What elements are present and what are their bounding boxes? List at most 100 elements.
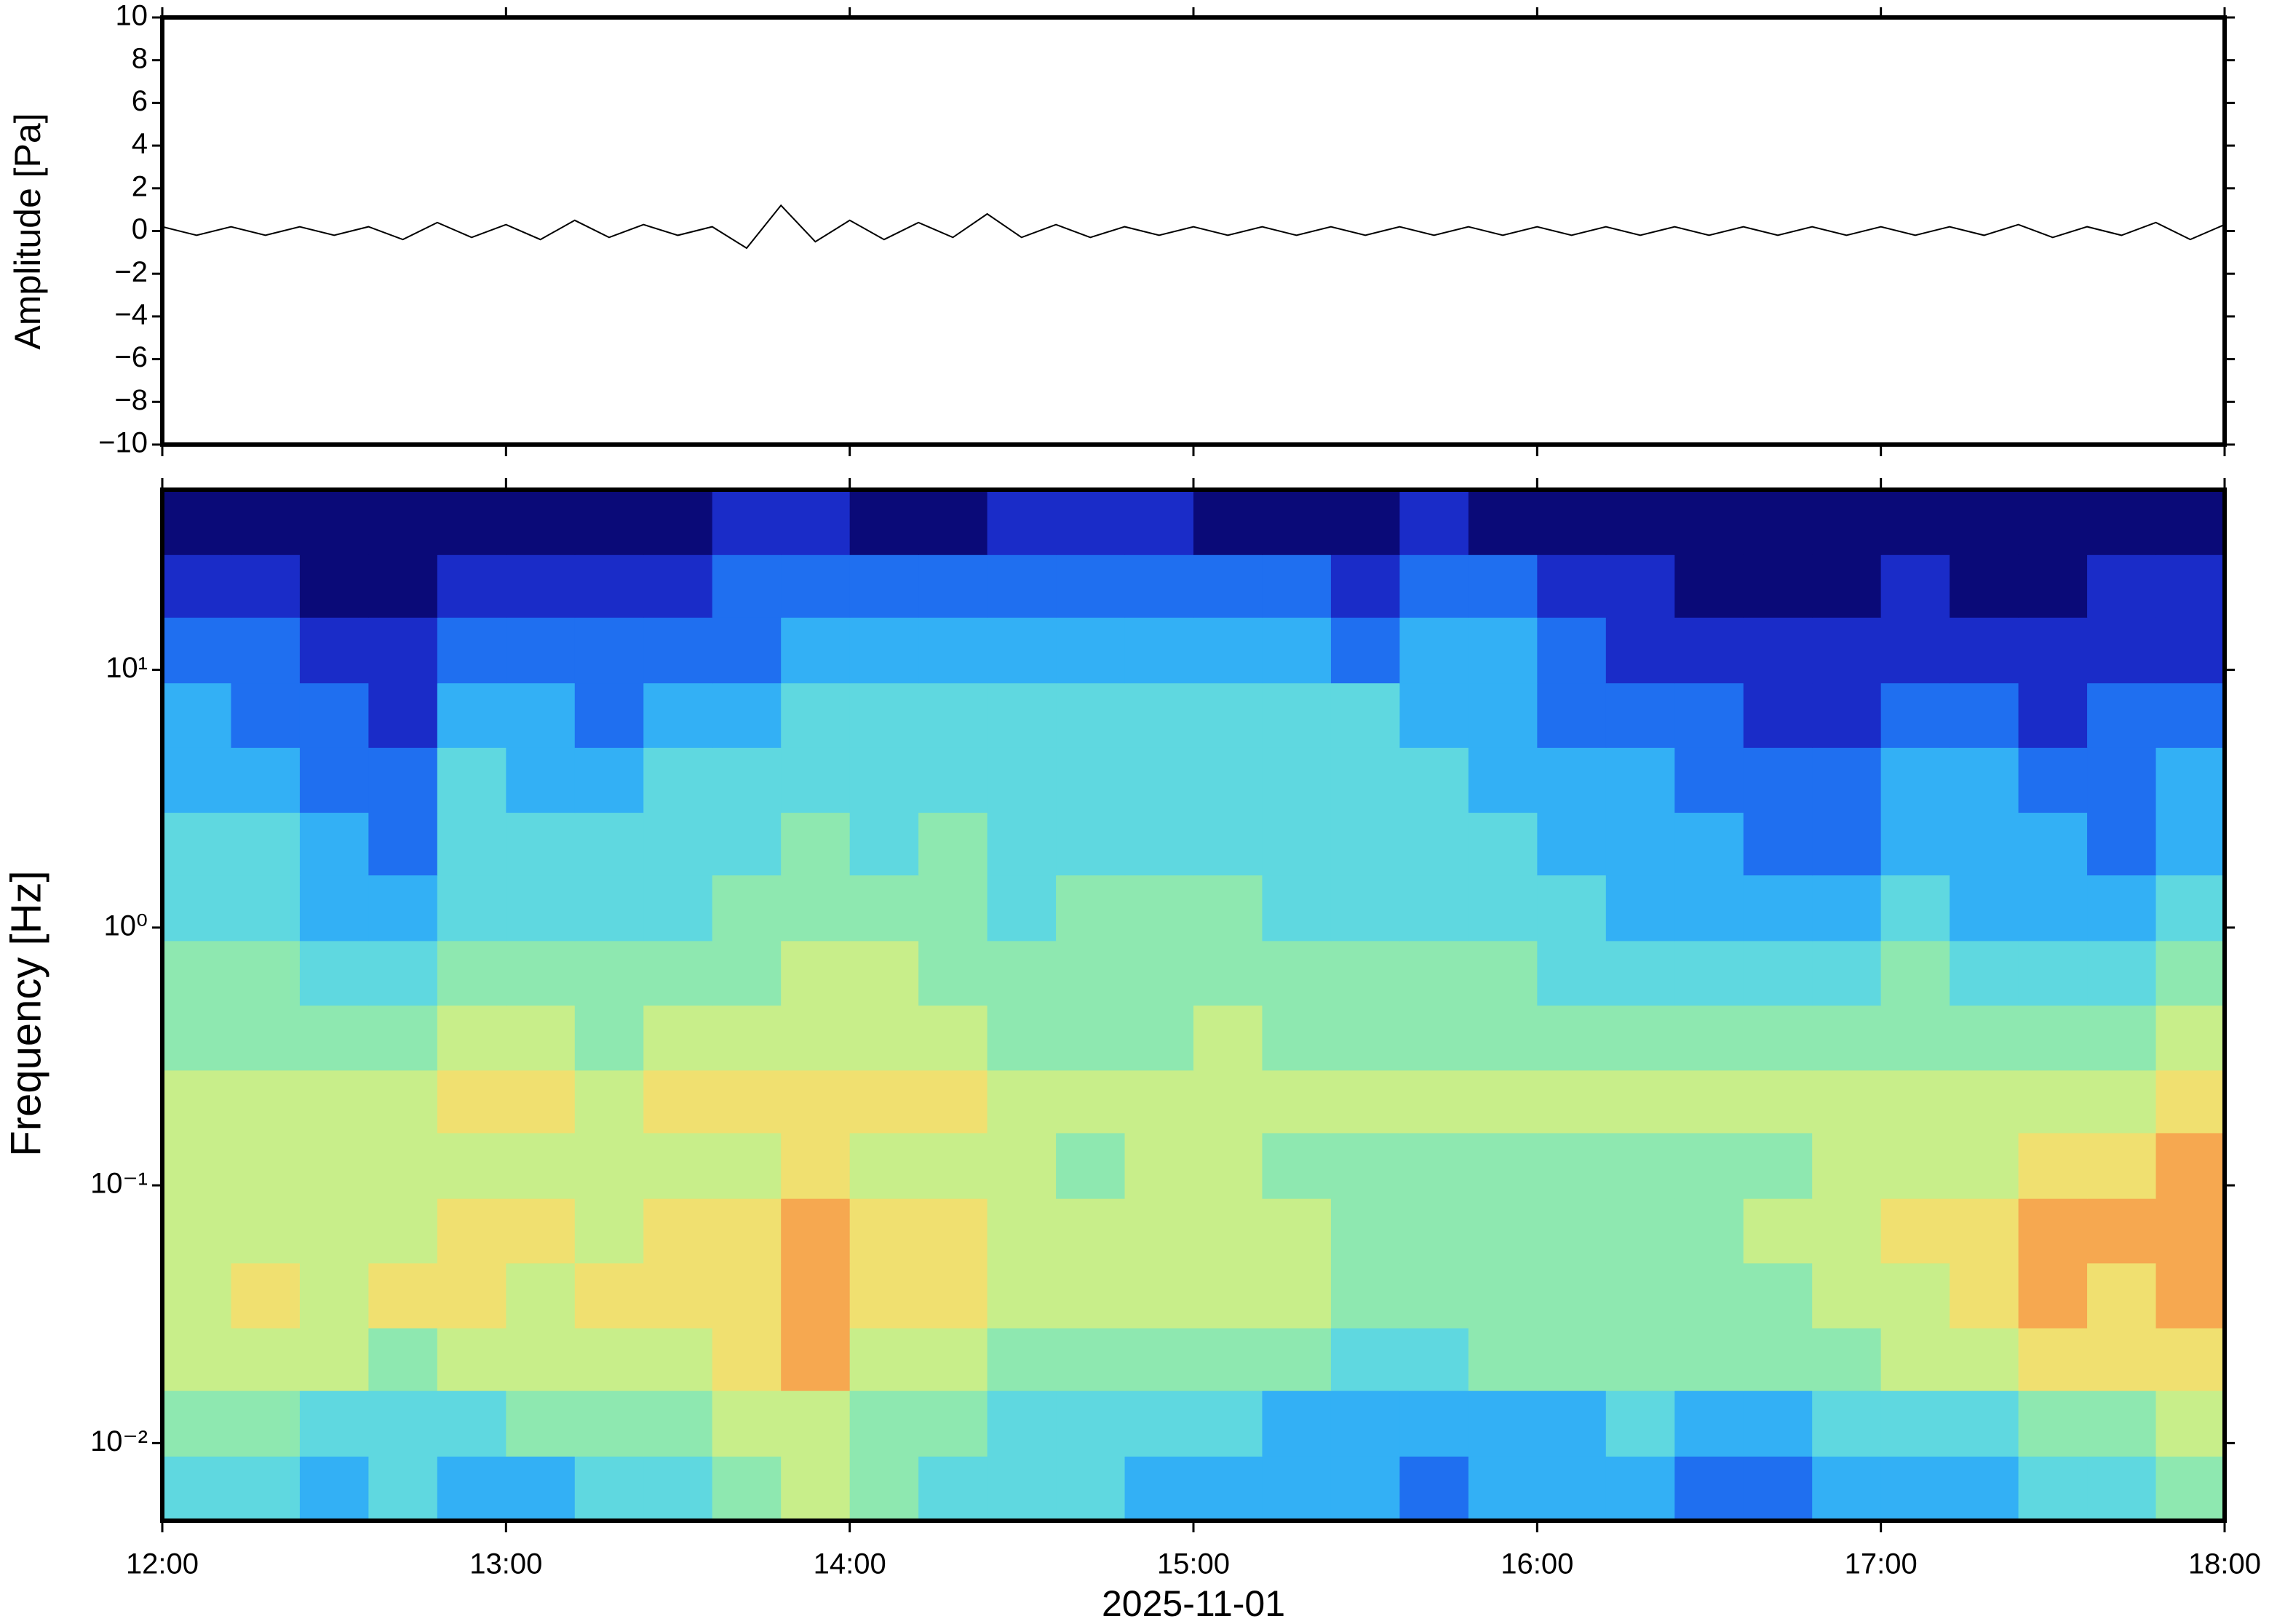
spectrogram-cell bbox=[368, 1132, 438, 1199]
spectrogram-cell bbox=[781, 1132, 851, 1199]
spectrogram-cell bbox=[1056, 1198, 1126, 1264]
spectrogram-cell bbox=[712, 490, 782, 555]
spectrogram-cell bbox=[849, 490, 919, 555]
spectrogram-cell bbox=[918, 1198, 988, 1264]
spectrogram-cell bbox=[1124, 1132, 1194, 1199]
spectrogram-cell bbox=[987, 1390, 1057, 1457]
spectrogram-cell bbox=[781, 875, 851, 942]
spectrogram-cell bbox=[1605, 1198, 1675, 1264]
spectrogram-cell bbox=[1330, 747, 1400, 813]
spectrogram-cell bbox=[162, 812, 232, 876]
spectrogram-cell bbox=[299, 1262, 369, 1329]
spectrogram-cell bbox=[1880, 1390, 1950, 1457]
spectrogram-cell bbox=[437, 1198, 506, 1264]
spectrogram-cell bbox=[1674, 875, 1744, 942]
spectrogram-cell bbox=[506, 747, 576, 813]
spectrogram-cell bbox=[1950, 1132, 2019, 1199]
spectrogram-cell bbox=[1399, 682, 1469, 748]
spectrogram-cell bbox=[231, 554, 301, 618]
spectrogram-cell bbox=[1605, 812, 1675, 876]
spectrogram-cell bbox=[2155, 1005, 2225, 1071]
spectrogram-cell bbox=[368, 1456, 438, 1521]
spectrogram-cell bbox=[506, 1262, 576, 1329]
spectrogram-cell bbox=[1124, 1327, 1194, 1391]
spectrogram-cell bbox=[2155, 682, 2225, 748]
spectrogram-cell bbox=[2018, 1132, 2088, 1199]
spectrogram-cell bbox=[1605, 1456, 1675, 1521]
spectrogram-cell bbox=[506, 1005, 576, 1071]
spectrogram-cell bbox=[162, 1262, 232, 1329]
spectrogram-cell bbox=[849, 682, 919, 748]
spectrogram-cell bbox=[987, 1198, 1057, 1264]
spectrogram-cell bbox=[231, 682, 301, 748]
spectrogram-cell bbox=[987, 554, 1057, 618]
spectrogram-cell bbox=[1674, 1456, 1744, 1521]
spectrogram-cell bbox=[437, 1262, 506, 1329]
spectrogram-cell bbox=[1743, 747, 1813, 813]
spectrogram-cell bbox=[1262, 1327, 1332, 1391]
spectrogram-cell bbox=[506, 1198, 576, 1264]
spectrogram-cell bbox=[1743, 1132, 1813, 1199]
spectrogram-cell bbox=[574, 1390, 644, 1457]
spectrogram-cell bbox=[1537, 1132, 1607, 1199]
spectrogram-cell bbox=[643, 1262, 713, 1329]
spectrogram-cell bbox=[2018, 554, 2088, 618]
spectrogram-cell bbox=[1193, 1132, 1263, 1199]
spectrogram-cell bbox=[231, 1456, 301, 1521]
spectrogram-cell bbox=[1056, 490, 1126, 555]
plot-frame bbox=[160, 15, 2227, 447]
spectrogram-cell bbox=[1812, 1070, 1882, 1134]
spectrogram-cell bbox=[1880, 1327, 1950, 1391]
spectrogram-cell bbox=[1674, 682, 1744, 748]
spectrogram-cell bbox=[574, 1005, 644, 1071]
spectrogram-cell bbox=[1262, 940, 1332, 1006]
spectrogram-cell bbox=[1812, 682, 1882, 748]
spectrogram-cell bbox=[1812, 747, 1882, 813]
spectrogram-cell bbox=[781, 1262, 851, 1329]
spectrogram-cell bbox=[1950, 1005, 2019, 1071]
spectrogram-cell bbox=[712, 554, 782, 618]
spectrogram-cell bbox=[2155, 1327, 2225, 1391]
spectrogram-cell bbox=[987, 617, 1057, 684]
spectrogram-cell bbox=[1468, 875, 1538, 942]
spectrogram-cell bbox=[1056, 1390, 1126, 1457]
spectrogram-cell bbox=[2018, 1390, 2088, 1457]
spectrogram-cell bbox=[1605, 1390, 1675, 1457]
spectrogram-cell bbox=[1537, 554, 1607, 618]
spectrogram-cell bbox=[987, 940, 1057, 1006]
spectrogram-cell bbox=[1399, 747, 1469, 813]
spectrogram-cell bbox=[712, 682, 782, 748]
spectrogram-cell bbox=[1330, 490, 1400, 555]
spectrogram-cell bbox=[987, 490, 1057, 555]
spectrogram-cell bbox=[1537, 747, 1607, 813]
spectrogram-cell bbox=[368, 875, 438, 942]
spectrogram-cell bbox=[2155, 1132, 2225, 1199]
spectrogram-cell bbox=[162, 940, 232, 1006]
spectrogram-cell bbox=[2018, 812, 2088, 876]
spectrogram-cell bbox=[299, 812, 369, 876]
spectrogram-cell bbox=[437, 617, 506, 684]
spectrogram-cell bbox=[1743, 617, 1813, 684]
spectrogram-cell bbox=[849, 1005, 919, 1071]
spectrogram-cell bbox=[1262, 554, 1332, 618]
spectrogram-cell bbox=[918, 554, 988, 618]
spectrogram-cell bbox=[1056, 554, 1126, 618]
x-tick-label: 17:00 bbox=[1845, 1548, 1918, 1580]
spectrogram-cell bbox=[781, 1390, 851, 1457]
spectrogram-cell bbox=[849, 617, 919, 684]
spectrogram-cell bbox=[1950, 875, 2019, 942]
spectrogram-cell bbox=[712, 1327, 782, 1391]
spectrogram-cell bbox=[1812, 554, 1882, 618]
spectrogram-cell bbox=[918, 812, 988, 876]
spectrogram-cell bbox=[1674, 1390, 1744, 1457]
spectrogram-cell bbox=[2155, 1390, 2225, 1457]
spectrogram-cell bbox=[918, 617, 988, 684]
spectrogram-cell bbox=[1674, 1132, 1744, 1199]
spectrogram-cell bbox=[1193, 747, 1263, 813]
spectrogram-cell bbox=[1056, 812, 1126, 876]
spectrogram-cell bbox=[1605, 1262, 1675, 1329]
spectrogram-cell bbox=[1537, 812, 1607, 876]
spectrogram-cell bbox=[712, 1262, 782, 1329]
spectrogram-cell bbox=[1056, 747, 1126, 813]
spectrogram-cell bbox=[368, 1390, 438, 1457]
